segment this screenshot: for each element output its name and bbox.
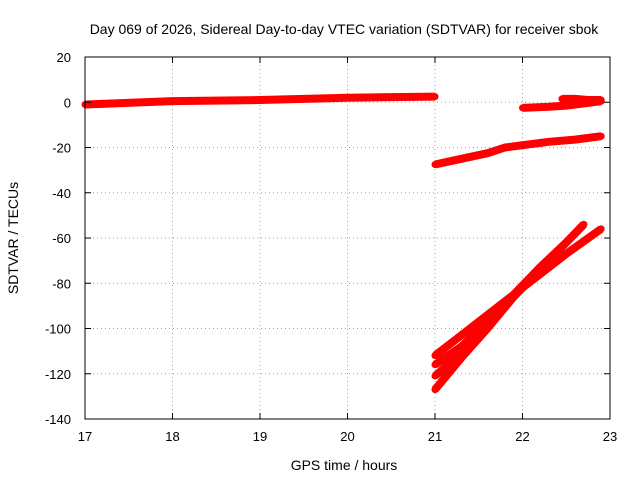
- data-point: [584, 96, 592, 104]
- data-point: [545, 103, 553, 111]
- x-tick-label: 18: [165, 429, 179, 444]
- x-axis-title: GPS time / hours: [291, 457, 398, 473]
- data-point: [457, 354, 465, 362]
- data-point: [484, 311, 491, 319]
- data-point: [519, 104, 526, 112]
- x-tick-label: 20: [340, 429, 354, 444]
- x-tick-label: 19: [253, 429, 267, 444]
- data-point: [558, 95, 566, 103]
- grid: [85, 57, 610, 419]
- data-point: [431, 352, 439, 360]
- data-series: [81, 92, 605, 394]
- series-line-arc-3: [561, 94, 602, 104]
- data-point: [580, 220, 588, 228]
- data-point: [169, 97, 176, 105]
- y-tick-label: -80: [52, 276, 71, 291]
- data-point: [597, 96, 605, 104]
- y-tick-label: -140: [45, 412, 71, 427]
- data-point: [536, 270, 544, 278]
- data-point: [562, 239, 570, 246]
- data-point: [484, 149, 491, 157]
- data-point: [510, 291, 518, 299]
- data-point: [484, 325, 491, 332]
- series-line-arc-7: [431, 221, 587, 393]
- y-tick-label: -20: [52, 141, 71, 156]
- data-point: [256, 96, 264, 104]
- chart-title: Day 069 of 2026, Sidereal Day-to-day VTE…: [90, 21, 600, 37]
- data-point: [431, 161, 439, 168]
- data-point: [597, 132, 605, 140]
- y-axis-title: SDTVAR / TECUs: [5, 182, 21, 294]
- series-line-arc-4: [434, 132, 602, 169]
- data-point: [457, 155, 465, 163]
- data-point: [562, 102, 570, 110]
- data-point: [501, 144, 509, 151]
- data-point: [571, 95, 579, 103]
- data-point: [562, 250, 570, 258]
- data-point: [519, 141, 526, 149]
- x-tick-label: 22: [515, 429, 529, 444]
- data-point: [431, 386, 439, 394]
- y-tick-label: 0: [64, 95, 71, 110]
- data-point: [431, 361, 439, 369]
- y-tick-label: -60: [52, 231, 71, 246]
- data-point: [457, 331, 465, 339]
- y-tick-label: -40: [52, 186, 71, 201]
- data-point: [597, 225, 605, 233]
- y-tick-label: -100: [45, 322, 71, 337]
- data-point: [344, 94, 351, 102]
- x-tick-label: 21: [428, 429, 442, 444]
- y-tick-label: -120: [45, 367, 71, 382]
- x-tick-label: 23: [603, 429, 617, 444]
- data-point: [431, 372, 439, 380]
- data-point: [545, 138, 553, 146]
- data-point: [431, 93, 439, 101]
- axis-ticks: 17 18 19 20 21 22 23 -140 -120 -100 -80 -60 -40 -20 0 2…: [45, 50, 617, 444]
- x-tick-label: 17: [78, 429, 92, 444]
- y-tick-label: 20: [57, 50, 71, 65]
- data-point: [571, 136, 579, 144]
